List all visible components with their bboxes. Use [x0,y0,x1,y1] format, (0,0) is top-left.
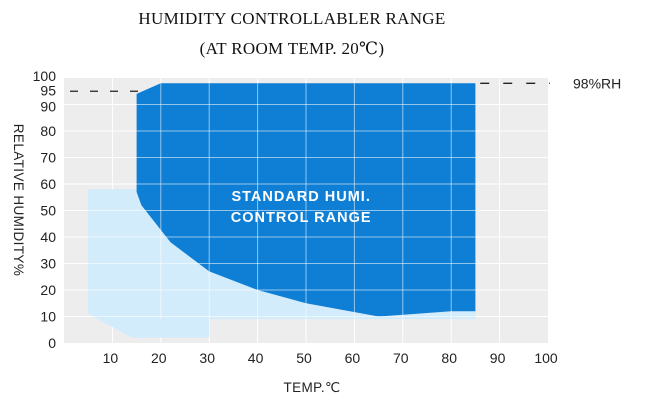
y-tick-label: 80 [40,123,56,139]
y-tick-label: 10 [40,309,56,325]
chart-title: HUMIDITY CONTROLLABLER RANGE [138,9,445,28]
standard-region-label-line: CONTROL RANGE [231,210,372,226]
y-tick-label: 40 [40,229,56,245]
x-axis-label: TEMP.℃ [283,380,340,395]
y-tick-label: 90 [40,99,56,115]
standard-humidity-region [88,83,476,320]
x-tick-label: 100 [534,350,558,366]
x-tick-label: 10 [103,350,119,366]
x-tick-label: 70 [393,350,409,366]
x-tick-label: 50 [296,350,312,366]
y-tick-label: 30 [40,256,56,272]
chart-subtitle: (AT ROOM TEMP. 20℃) [200,39,385,58]
x-tick-label: 20 [151,350,167,366]
standard-region-label-line: STANDARD HUMI. [231,189,370,205]
x-tick-label: 90 [490,350,506,366]
y-tick-label: 70 [40,150,56,166]
extended-humidity-region [88,189,476,338]
x-tick-labels: 10 20 30 40 50 60 70 80 90 100 [103,350,558,366]
dashed-annotation-lines: 98%RH [70,75,621,92]
region-labels: STANDARD HUMI. CONTROL RANGE [231,189,372,226]
y-tick-label: 0 [48,335,56,351]
x-tick-label: 60 [345,350,361,366]
x-tick-label: 40 [248,350,264,366]
extended-region-area [88,189,476,338]
y-tick-label: 95 [40,82,56,98]
y-tick-label: 20 [40,282,56,298]
annotation-98rh: 98%RH [573,75,621,91]
y-tick-label: 100 [33,68,57,84]
x-tick-label: 80 [441,350,457,366]
y-tick-label: 60 [40,176,56,192]
y-axis-label: RELATIVE HUMIDITY% [11,124,26,276]
y-tick-label: 50 [40,203,56,219]
x-tick-label: 30 [199,350,215,366]
